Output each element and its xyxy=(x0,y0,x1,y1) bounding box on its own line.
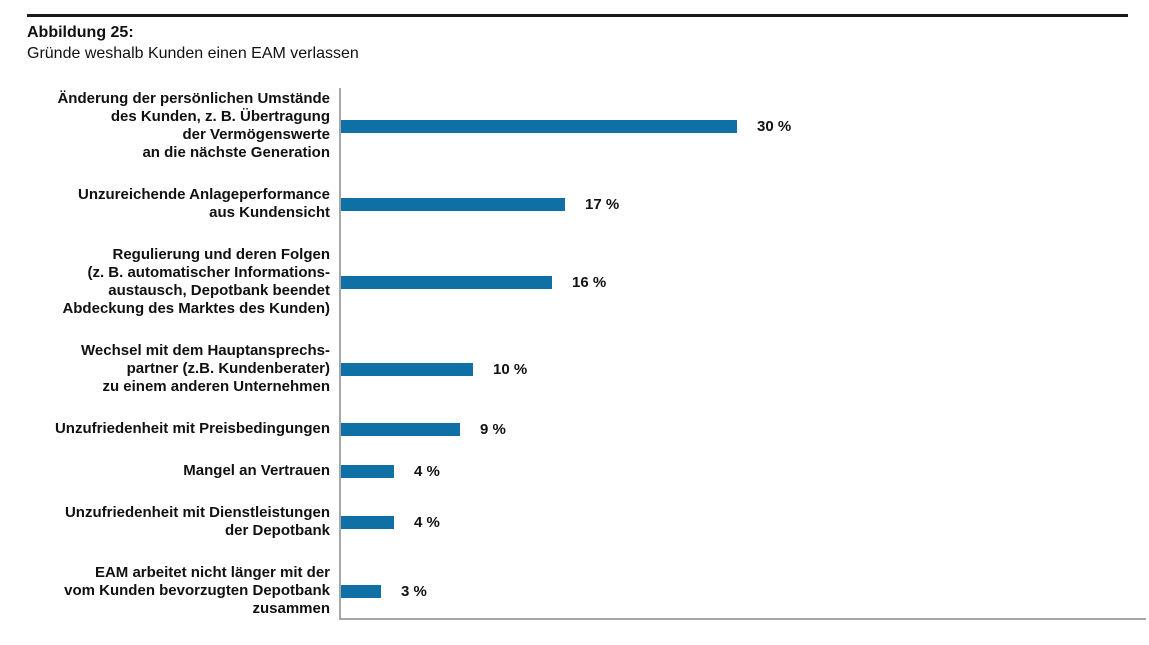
category-label: Änderung der persönlichen Umstände des K… xyxy=(57,90,330,161)
top-rule xyxy=(27,14,1128,17)
bar-area: 16 % xyxy=(339,274,1146,291)
bar-value-label: 30 % xyxy=(757,117,792,135)
bar xyxy=(341,584,381,598)
bar xyxy=(341,119,737,133)
bar xyxy=(341,197,565,211)
bar-value-label: 17 % xyxy=(585,195,620,213)
bar-area: 4 % xyxy=(339,463,1146,480)
bar-value-label: 3 % xyxy=(401,582,427,600)
category-label: Wechsel mit dem Hauptansprechs- partner … xyxy=(81,342,330,395)
chart-rows: Änderung der persönlichen Umstände des K… xyxy=(27,88,1146,618)
chart-row: Mangel an Vertrauen 4 % xyxy=(27,462,1146,480)
bar-chart: Änderung der persönlichen Umstände des K… xyxy=(27,88,1146,622)
category-label: Regulierung und deren Folgen (z. B. auto… xyxy=(62,246,330,317)
bar xyxy=(341,362,473,376)
bar-area: 4 % xyxy=(339,514,1146,531)
bar-value-label: 9 % xyxy=(480,420,506,438)
bar-area: 10 % xyxy=(339,361,1146,378)
figure-label: Abbildung 25: xyxy=(27,24,134,41)
bar xyxy=(341,422,460,436)
bar-value-label: 4 % xyxy=(414,513,440,531)
y-axis-line xyxy=(339,88,341,620)
chart-row: EAM arbeitet nicht länger mit der vom Ku… xyxy=(27,564,1146,618)
figure-subtitle: Gründe weshalb Kunden einen EAM verlasse… xyxy=(27,45,359,62)
bar xyxy=(341,275,552,289)
bar-area: 17 % xyxy=(339,196,1146,213)
bar-area: 3 % xyxy=(339,583,1146,600)
category-label: Unzureichende Anlageperformance aus Kund… xyxy=(77,186,330,221)
bar xyxy=(341,464,394,478)
chart-row: Änderung der persönlichen Umstände des K… xyxy=(27,90,1146,162)
category-label: EAM arbeitet nicht länger mit der vom Ku… xyxy=(64,564,330,617)
bar-value-label: 10 % xyxy=(493,360,528,378)
category-label: Unzufriedenheit mit Dienstleistungen der… xyxy=(64,504,330,539)
category-label: Unzufriedenheit mit Preisbedingungen xyxy=(54,420,330,437)
chart-row: Unzureichende Anlageperformance aus Kund… xyxy=(27,186,1146,222)
bar-value-label: 16 % xyxy=(572,273,607,291)
bar-value-label: 4 % xyxy=(414,462,440,480)
bar xyxy=(341,515,394,529)
category-label: Mangel an Vertrauen xyxy=(183,462,330,479)
bar-area: 30 % xyxy=(339,118,1146,135)
chart-row: Unzufriedenheit mit Dienstleistungen der… xyxy=(27,504,1146,540)
chart-row: Unzufriedenheit mit Preisbedingungen 9 % xyxy=(27,420,1146,438)
x-axis-line xyxy=(339,618,1146,620)
chart-row: Wechsel mit dem Hauptansprechs- partner … xyxy=(27,342,1146,396)
chart-row: Regulierung und deren Folgen (z. B. auto… xyxy=(27,246,1146,318)
bar-area: 9 % xyxy=(339,421,1146,438)
